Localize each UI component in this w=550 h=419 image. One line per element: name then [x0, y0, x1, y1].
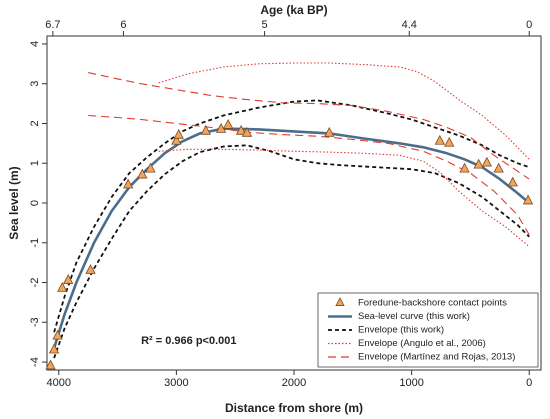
- contact-point: [173, 128, 184, 139]
- annotations: R² = 0.966 p<0.001: [141, 335, 236, 347]
- series-line-6: [88, 72, 530, 180]
- contact-point: [57, 281, 68, 292]
- top-tick-label: 5: [262, 19, 268, 31]
- y-axis: -4 -3 -2 -1 0 1 2 3 4 Sea level (m): [7, 41, 47, 367]
- top-tick-label: 0: [526, 19, 532, 31]
- contact-point: [235, 124, 247, 135]
- contact-point: [122, 178, 134, 189]
- contact-point: [473, 158, 484, 169]
- contact-point: [522, 194, 534, 205]
- legend-box: [317, 292, 539, 368]
- y-tick-label: 2: [29, 120, 41, 126]
- y-tick-label: -1: [29, 238, 41, 248]
- contact-point: [481, 156, 493, 167]
- contact-point: [200, 124, 211, 135]
- contact-point: [434, 134, 446, 145]
- contact-point: [215, 122, 227, 133]
- contact-point: [145, 162, 156, 173]
- contact-point: [45, 359, 56, 370]
- x-tick-label: 4000: [47, 377, 71, 389]
- contact-point: [63, 274, 74, 284]
- series-line-2: [53, 99, 530, 333]
- legend-marker-triangle: [335, 297, 345, 306]
- series-line-7: [88, 114, 530, 236]
- contact-point: [444, 136, 455, 147]
- y-tick-label: -2: [29, 278, 41, 288]
- top-axis-title: Age (ka BP): [260, 3, 327, 17]
- top-tick-label: 6: [120, 19, 126, 31]
- x-tick-label: 0: [526, 377, 532, 389]
- contact-point: [507, 176, 518, 187]
- y-tick-label: 0: [29, 200, 41, 206]
- stats-annotation: R² = 0.966 p<0.001: [141, 335, 236, 347]
- y-tick-label: 4: [29, 41, 41, 47]
- series-line-1: [52, 127, 531, 349]
- contact-point: [48, 343, 60, 354]
- y-tick-label: 3: [29, 81, 41, 87]
- y-axis-title: Sea level (m): [7, 166, 21, 239]
- series-layer: [52, 62, 531, 359]
- top-age-axis: 6.7 6 5 4.4 0 Age (ka BP): [45, 3, 541, 37]
- contact-point: [459, 162, 470, 173]
- top-tick-label: 4.4: [402, 19, 417, 31]
- x-tick-label: 1000: [399, 377, 423, 389]
- series-line-5: [158, 148, 530, 248]
- series-line-3: [53, 144, 530, 359]
- contact-point: [171, 134, 182, 145]
- contact-point: [241, 126, 253, 137]
- legend-label: Envelope (Martínez and Rojas, 2013): [358, 352, 515, 363]
- x-axis-title: Distance from shore (m): [225, 401, 363, 415]
- x-tick-label: 3000: [164, 377, 188, 389]
- legend-label: Foredune-backshore contact points: [358, 298, 507, 309]
- contact-point: [324, 126, 335, 137]
- contact-point: [222, 118, 234, 129]
- y-tick-label: -3: [29, 317, 41, 327]
- y-tick-label: -4: [29, 357, 41, 367]
- contact-points-layer: [45, 118, 534, 370]
- x-tick-label: 2000: [282, 377, 306, 389]
- contact-point: [85, 264, 96, 274]
- legend-label: Envelope (this work): [358, 325, 444, 336]
- series-line-4: [158, 62, 530, 160]
- legend: Foredune-backshore contact points Sea-lev…: [317, 292, 539, 368]
- legend-label: Sea-level curve (this work): [358, 311, 470, 322]
- x-axis: 4000 3000 2000 1000 0 Distance from shore (m): [47, 370, 532, 415]
- legend-label: Envelope (Angulo et al., 2006): [358, 338, 486, 349]
- top-tick-label: 6.7: [45, 19, 60, 31]
- contact-point: [52, 329, 63, 340]
- contact-point: [493, 162, 504, 173]
- contact-point: [137, 168, 148, 179]
- y-tick-label: 1: [29, 160, 41, 166]
